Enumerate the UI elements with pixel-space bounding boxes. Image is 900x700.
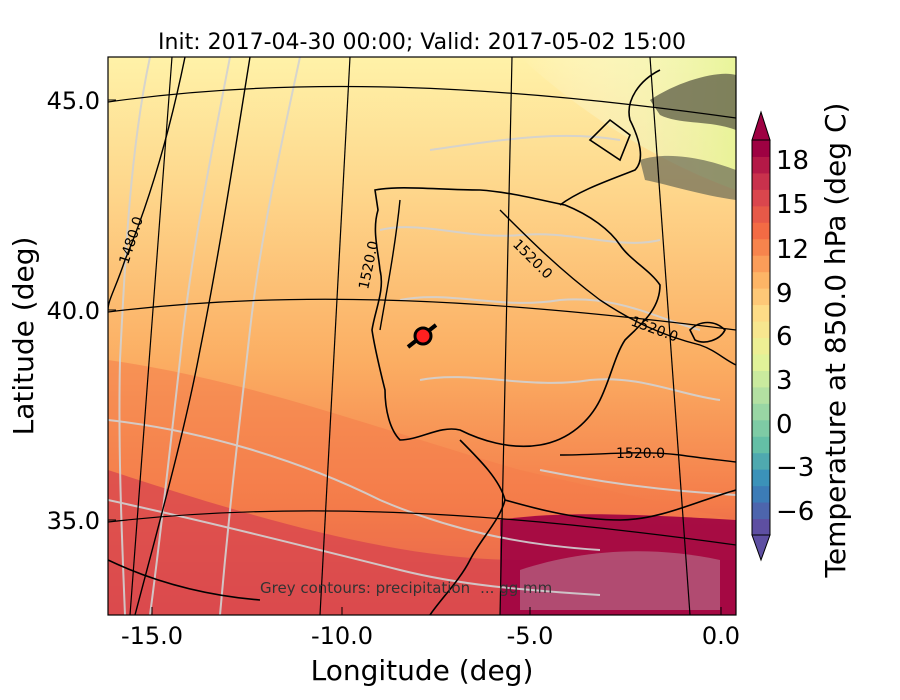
precip-note: Grey contours: precipitation... gg mm [260,579,552,597]
colorbar-segment [752,403,770,421]
map-frame [107,56,737,616]
colorbar-tick-label: 9 [776,279,793,309]
colorbar-segment [752,172,770,190]
colorbar-segment [752,321,770,338]
colorbar-segment [752,288,770,306]
colorbar-segment [752,502,770,520]
colorbar-segment [752,156,770,174]
grey-contours [108,57,736,615]
x-tick-label: -15.0 [121,622,183,650]
y-tick-label: 35.0 [47,507,100,535]
colorbar-tick-label: −3 [776,453,814,483]
colorbar-segment [752,189,770,207]
y-tick-label: 45.0 [47,87,100,115]
colorbar-tick-label: 18 [776,146,809,176]
axis-ticks [108,99,722,615]
colorbar-extend-min [751,534,771,562]
plot-title: Init: 2017-04-30 00:00; Valid: 2017-05-0… [158,30,686,55]
x-tick-label: 0.0 [702,622,740,650]
colorbar-extend-max [751,110,771,141]
colorbar-segment [752,419,770,437]
colorbar-segment [752,469,770,487]
colorbar-segment [752,386,770,404]
precip-shade [520,551,720,610]
colorbar-tick-label: 6 [776,322,793,352]
x-axis-label: Longitude (deg) [311,654,534,687]
mountain-shade-pyrenees [640,155,736,200]
colorbar-frame [751,139,771,536]
colorbar-segment [752,255,770,273]
colorbar-segment [752,436,770,454]
mountain-shade-alps [650,73,736,130]
colorbar-segment [752,304,770,322]
marker-point-icon[interactable] [413,326,433,346]
colorbar-segment [752,222,770,240]
colorbar-segment [752,518,770,536]
colorbar-segment [752,238,770,256]
colorbar: 18 15 12 9 6 3 0 −3 −6 [751,110,814,562]
contour-label-1520-d: 1520.0 [616,446,665,462]
x-tick-label: -5.0 [507,622,554,650]
y-tick-label: 40.0 [47,297,100,325]
colorbar-segment [752,140,770,157]
colorbar-tick-label: 12 [776,235,809,265]
coastlines [108,69,736,615]
height-contours [108,57,736,615]
hottest-region [500,514,736,615]
colorbar-segment [752,452,770,470]
colorbar-segment [752,485,770,503]
colorbar-segment [752,205,770,223]
colorbar-tick-label: 0 [776,410,793,440]
y-axis-label: Latitude (deg) [7,237,40,436]
colorbar-tick-label: −6 [776,497,814,527]
colorbar-label: Temperature at 850.0 hPa (deg C) [819,103,852,579]
colorbar-tick-label: 15 [776,190,809,220]
colorbar-segment [752,353,770,371]
colorbar-tick-label: 3 [776,366,793,396]
colorbar-segment [752,370,770,388]
x-tick-label: -10.0 [311,622,373,650]
colorbar-segment [752,271,770,289]
map-area: 1480.0 1520.0 1520.0 1520.0 1520.0 Grey … [108,57,736,615]
colorbar-segment [752,337,770,355]
